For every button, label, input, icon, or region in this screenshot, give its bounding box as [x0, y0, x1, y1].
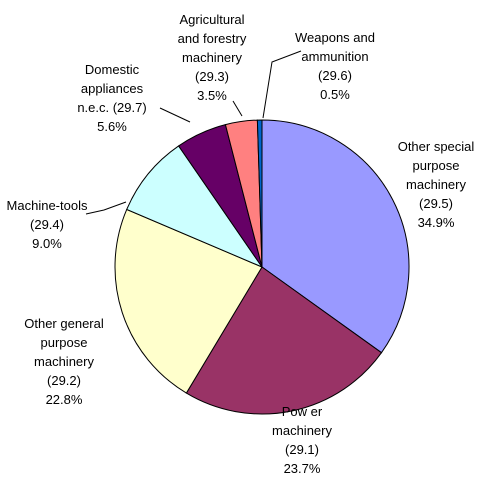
- slice-label-line: and forestry: [178, 31, 247, 46]
- slice-label-line: Agricultural: [179, 12, 244, 27]
- slice-label-line: machinery: [34, 354, 94, 369]
- slice-label-line: purpose: [41, 335, 88, 350]
- slice-label-line: machinery: [406, 177, 466, 192]
- slice-label-line: Domestic: [85, 62, 140, 77]
- slice-label-line: Other general: [24, 316, 104, 331]
- slice-label-line: Pow er: [282, 404, 323, 419]
- leader-line-6: [262, 50, 302, 119]
- slice-label-6: Weapons and ammunition (29.6) 0.5%: [295, 30, 375, 102]
- slice-percent: 5.6%: [97, 119, 127, 134]
- slice-label-line: (29.4): [30, 217, 64, 232]
- slice-label-line: appliances: [81, 81, 144, 96]
- slice-percent: 23.7%: [284, 461, 321, 476]
- slice-label-line: purpose: [413, 158, 460, 173]
- slice-label-line: (29.1): [285, 442, 319, 457]
- leader-line-4: [159, 107, 191, 123]
- slice-label-line: Other special: [398, 139, 475, 154]
- pie-slice-1: [185, 266, 383, 415]
- slice-percent: 34.9%: [418, 215, 455, 230]
- leader-line-5: [232, 100, 243, 117]
- slice-label-line: (29.3): [195, 69, 229, 84]
- pie-slice-6: [256, 119, 263, 268]
- slice-label-line: n.e.c. (29.7): [77, 100, 146, 115]
- pie-slice-0: [261, 119, 410, 354]
- slice-label-line: Weapons and: [295, 30, 375, 45]
- slice-percent: 3.5%: [197, 88, 227, 103]
- pie-slices: [114, 119, 410, 415]
- pie-slice-3: [126, 145, 264, 269]
- slice-label-line: machinery: [272, 423, 332, 438]
- slice-label-2: Other general purpose machinery (29.2) 22.8%: [24, 316, 104, 407]
- slice-labels: Other special purpose machinery (29.5) 34.9%…: [7, 12, 475, 476]
- slice-label-3: Machine-tools (29.4) 9.0%: [7, 198, 88, 251]
- slice-label-1: Pow er machinery (29.1) 23.7%: [272, 404, 332, 476]
- slice-label-5: Agricultural and forestry machinery (29.3) 3…: [178, 12, 247, 103]
- slice-label-line: (29.2): [47, 373, 81, 388]
- slice-label-line: machinery: [182, 50, 242, 65]
- slice-label-0: Other special purpose machinery (29.5) 34.9%: [398, 139, 475, 230]
- slice-label-4: Domestic appliances n.e.c. (29.7) 5.6%: [77, 62, 146, 134]
- slice-label-line: (29.6): [318, 68, 352, 83]
- leader-lines: [85, 50, 302, 215]
- slice-label-line: (29.5): [419, 196, 453, 211]
- leader-line-3: [85, 201, 127, 215]
- slice-label-line: Machine-tools: [7, 198, 88, 213]
- slice-label-line: ammunition: [301, 49, 368, 64]
- pie-slice-2: [114, 208, 263, 394]
- slice-percent: 9.0%: [32, 236, 62, 251]
- slice-percent: 0.5%: [320, 87, 350, 102]
- slice-percent: 22.8%: [46, 392, 83, 407]
